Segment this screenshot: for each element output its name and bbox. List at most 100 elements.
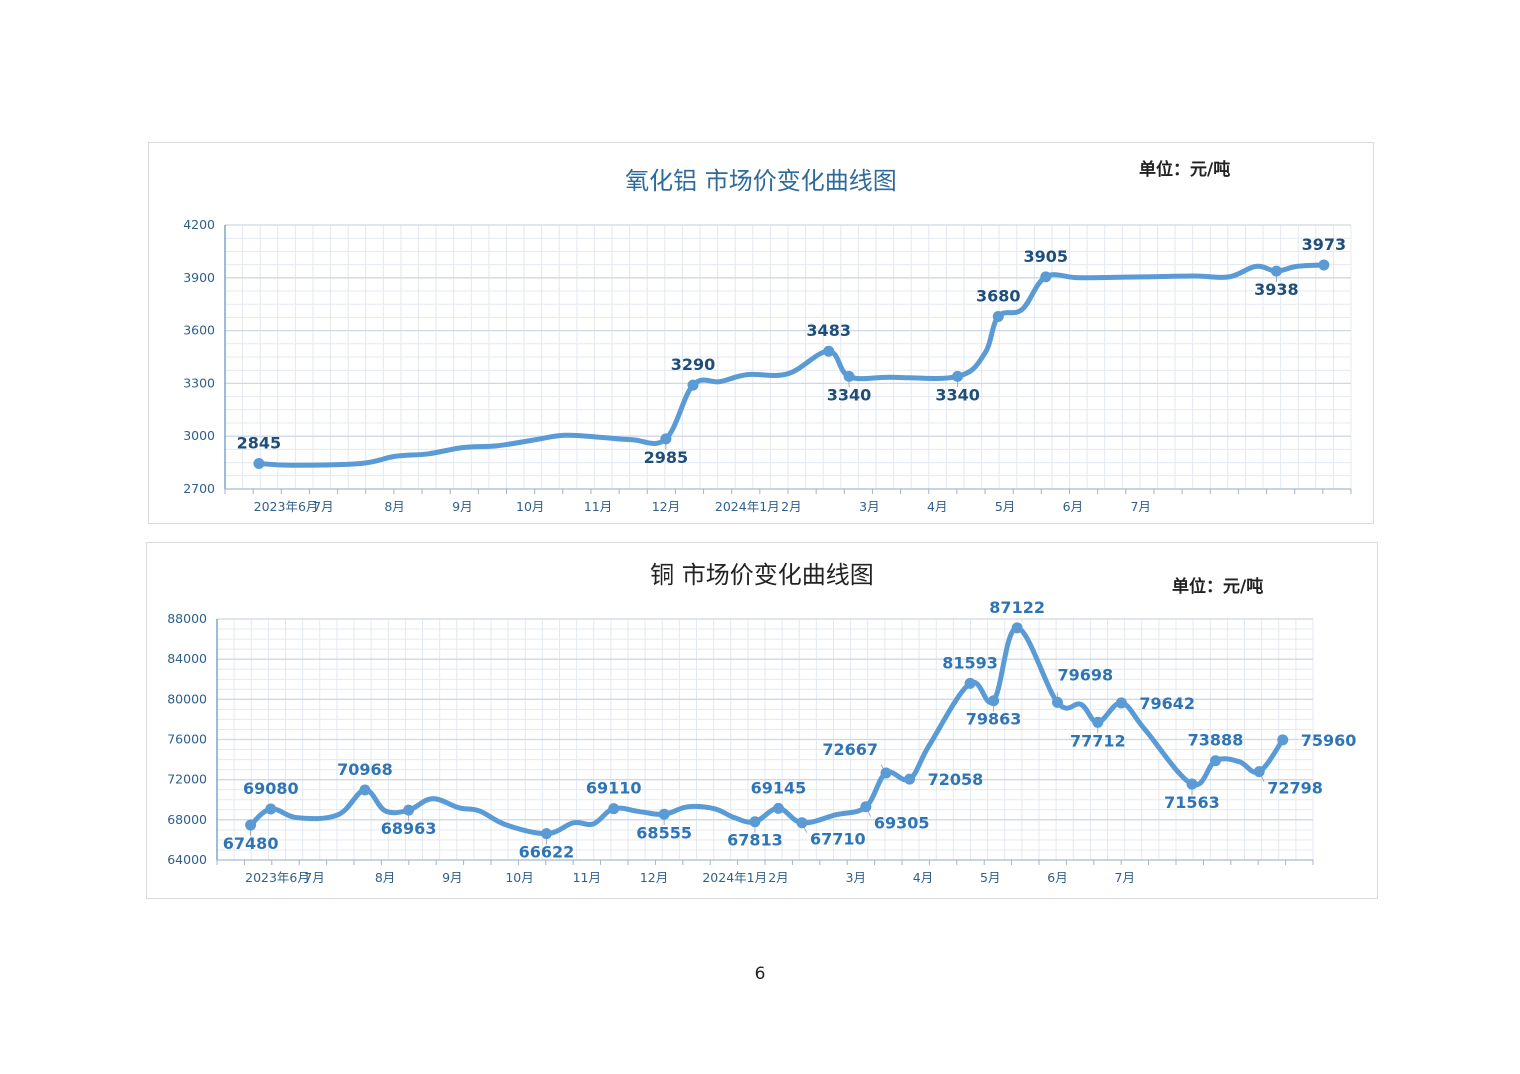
data-label: 71563 <box>1164 793 1220 812</box>
data-point-marker <box>1040 271 1052 283</box>
data-label: 67480 <box>223 834 279 853</box>
copper-line-chart: 64000 68000 72000 76000 80000 84000 88000 2023年… <box>167 598 1357 885</box>
data-label: 79863 <box>966 710 1022 729</box>
data-point-marker <box>749 816 761 828</box>
x-tick-label: 8月 <box>375 870 395 885</box>
data-point-marker <box>608 803 620 815</box>
x-tick-label: 5月 <box>980 870 1000 885</box>
data-point-marker <box>796 817 808 829</box>
data-point-marker <box>1051 696 1063 708</box>
x-tick-label: 12月 <box>640 870 668 885</box>
x-tick-label: 7月 <box>1115 870 1135 885</box>
data-point-marker <box>952 370 964 382</box>
x-tick-label: 3月 <box>846 870 866 885</box>
x-tick-label: 6月 <box>1047 870 1067 885</box>
y-tick-label: 68000 <box>167 812 207 827</box>
data-point-marker <box>988 695 1000 707</box>
unit-label: 单位：元/吨 <box>1172 577 1264 597</box>
data-label: 2985 <box>644 448 689 467</box>
data-point-marker <box>1253 766 1265 778</box>
data-point-marker <box>843 370 855 382</box>
data-label: 79698 <box>1057 665 1113 684</box>
data-label: 3938 <box>1254 280 1299 299</box>
data-point-marker <box>1270 265 1282 277</box>
x-tick-label: 5月 <box>995 499 1015 514</box>
data-point-marker <box>1277 734 1289 746</box>
data-label: 3340 <box>827 385 872 404</box>
data-label: 67813 <box>727 831 783 850</box>
y-tick-label: 84000 <box>167 651 207 666</box>
page-number: 6 <box>754 964 766 984</box>
data-label: 66622 <box>519 843 575 862</box>
x-tick-label: 4月 <box>927 499 947 514</box>
data-point-marker <box>540 828 552 840</box>
x-tick-label: 11月 <box>573 870 601 885</box>
data-point-marker <box>359 784 371 796</box>
series-line <box>248 625 1286 837</box>
x-tick-label: 11月 <box>584 499 612 514</box>
data-point-marker <box>1210 755 1222 767</box>
data-point-marker <box>1318 259 1330 271</box>
y-tick-label: 64000 <box>167 852 207 867</box>
data-point-marker <box>253 457 265 469</box>
data-label: 70968 <box>337 760 393 779</box>
y-tick-label: 72000 <box>167 772 207 787</box>
data-point-marker <box>1186 778 1198 790</box>
data-point-marker <box>658 808 670 820</box>
data-label: 69110 <box>586 779 642 798</box>
data-label: 67710 <box>810 830 866 849</box>
data-point-marker <box>265 803 277 815</box>
data-label: 2845 <box>237 433 282 452</box>
x-tick-label: 6月 <box>1063 499 1083 514</box>
x-tick-label: 10月 <box>516 499 544 514</box>
x-tick-label: 3月 <box>859 499 879 514</box>
x-tick-label: 2月 <box>781 499 801 514</box>
data-label: 69080 <box>243 779 299 798</box>
data-label: 72667 <box>822 740 878 759</box>
x-tick-label: 9月 <box>442 870 462 885</box>
data-label: 68963 <box>381 819 437 838</box>
data-point-marker <box>904 773 916 785</box>
x-tick-label: 4月 <box>913 870 933 885</box>
x-tick-label: 7月 <box>1130 499 1150 514</box>
x-tick-label: 7月 <box>304 870 324 885</box>
data-point-marker <box>660 433 672 445</box>
data-point-marker <box>1115 697 1127 709</box>
data-point-marker <box>860 801 872 813</box>
data-label: 3483 <box>806 321 851 340</box>
data-label: 87122 <box>989 598 1045 617</box>
data-label: 3290 <box>671 355 716 374</box>
chart-title: 氧化铝 市场价变化曲线图 <box>625 167 897 195</box>
data-point-marker <box>880 767 892 779</box>
x-tick-label: 2024年1月 <box>715 499 780 514</box>
y-tick-label: 76000 <box>167 732 207 747</box>
unit-label: 单位：元/吨 <box>1139 160 1231 180</box>
y-tick-label: 3600 <box>183 323 215 338</box>
data-label: 73888 <box>1188 731 1244 750</box>
alumina-chart-panel: 氧化铝 市场价变化曲线图 单位：元/吨 2700 3000 3300 3600 3900… <box>148 142 1374 524</box>
data-point-marker <box>1092 716 1104 728</box>
data-label: 75960 <box>1301 731 1357 750</box>
data-point-marker <box>245 819 257 831</box>
data-label: 69145 <box>751 778 807 797</box>
y-tick-label: 4200 <box>183 217 215 232</box>
data-label: 69305 <box>874 814 930 833</box>
x-tick-label: 2月 <box>768 870 788 885</box>
data-label: 3340 <box>935 385 980 404</box>
data-point-marker <box>964 677 976 689</box>
chart-title: 铜 市场价变化曲线图 <box>650 561 874 589</box>
data-label: 72798 <box>1267 779 1323 798</box>
data-label: 79642 <box>1139 694 1195 713</box>
y-tick-label: 80000 <box>167 691 207 706</box>
data-point-marker <box>403 804 415 816</box>
x-tick-label: 8月 <box>384 499 404 514</box>
y-tick-label: 3000 <box>183 428 215 443</box>
y-tick-label: 88000 <box>167 611 207 626</box>
data-point-marker <box>772 802 784 814</box>
data-label: 3905 <box>1023 247 1068 266</box>
data-label: 81593 <box>942 653 998 672</box>
x-tick-label: 2023年6月 <box>254 499 319 514</box>
data-label: 68555 <box>636 823 692 842</box>
data-label: 77712 <box>1070 731 1126 750</box>
